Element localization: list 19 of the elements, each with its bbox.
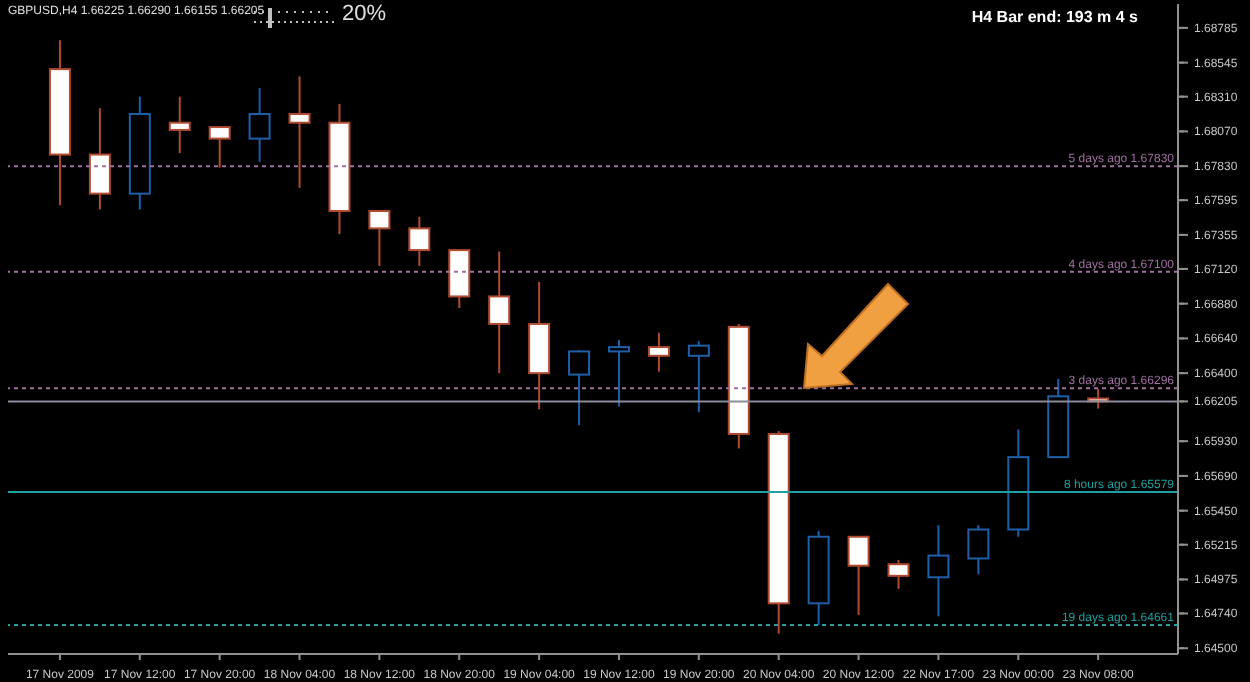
candlestick [647,331,670,373]
candlestick [168,95,191,155]
candlestick [607,338,630,408]
candlestick [248,86,271,163]
candlestick [448,249,471,310]
candlestick [927,524,950,618]
candlestick [208,126,231,169]
candlestick [488,250,511,375]
candlestick [967,524,990,576]
candlestick [687,340,710,414]
candlestick [847,535,870,616]
annotation: 20% [342,2,387,26]
candlestick [368,210,391,268]
annotation: H4 Bar end: 193 m 4 s [971,8,1138,26]
candlestick [887,558,910,590]
candlestick [568,348,591,427]
candlestick [288,75,311,189]
candlestick [88,107,111,211]
candlestick [408,215,431,268]
